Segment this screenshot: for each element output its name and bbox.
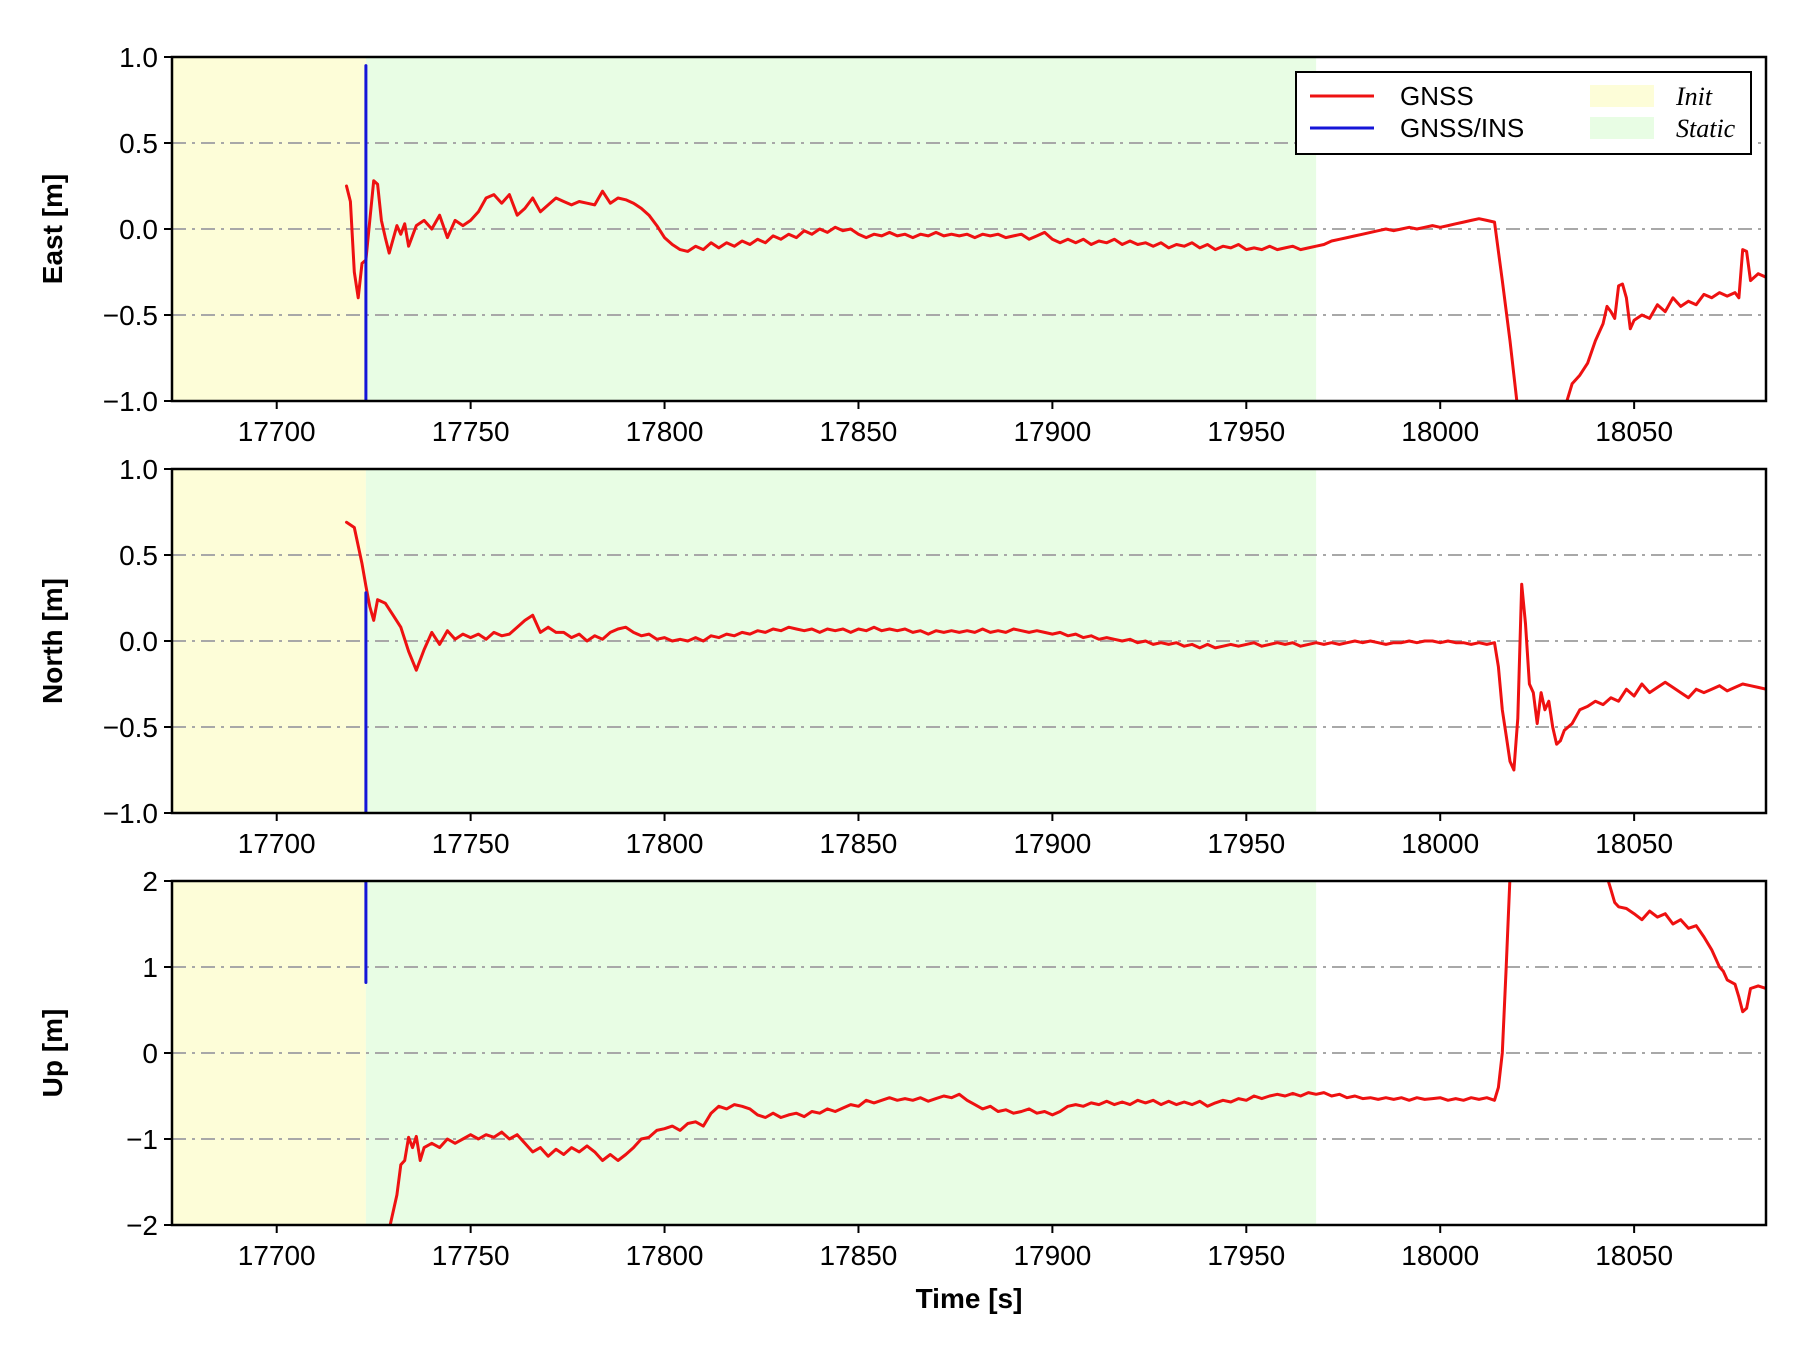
series-line-gnss [1606, 881, 1766, 1014]
chart-panels: −1.0 −0.5 0.0 0.5 1.0 17700 17750 17800 17850 179… [37, 42, 1768, 1271]
series-line-gnss [345, 179, 1519, 401]
y-tick-label: 0.5 [119, 128, 158, 159]
legend-swatch-static [1590, 117, 1654, 139]
series-line-gnss [345, 520, 1766, 772]
x-tick-label: 18050 [1595, 416, 1673, 447]
x-tick-label: 17900 [1013, 416, 1091, 447]
x-tick-label: 17950 [1207, 1240, 1285, 1271]
x-tick-label: 17700 [238, 828, 316, 859]
legend-box [1295, 71, 1752, 155]
legend-label-gnss: GNSS [1400, 81, 1474, 111]
x-tick-label: 18000 [1401, 416, 1479, 447]
series-line-gnss [388, 881, 1512, 1225]
y-tick-label: −0.5 [103, 300, 158, 331]
x-tick-label: 17800 [626, 416, 704, 447]
x-tick-label: 17850 [820, 416, 898, 447]
x-tick-label: 17700 [238, 416, 316, 447]
y-axis-label: East [m] [37, 174, 68, 284]
panel-north: −1.0 −0.5 0.0 0.5 1.0 17700 17750 17800 17850 179… [37, 454, 1768, 859]
y-tick-label: −2 [126, 1210, 158, 1241]
y-tick-label: 0.5 [119, 540, 158, 571]
series-line-gnss [1565, 248, 1766, 401]
x-tick-label: 18000 [1401, 1240, 1479, 1271]
x-tick-label: 17850 [820, 1240, 898, 1271]
x-tick-label: 17750 [432, 416, 510, 447]
x-tick-label: 17700 [238, 1240, 316, 1271]
y-axis-label: Up [m] [37, 1009, 68, 1098]
y-tick-label: −0.5 [103, 712, 158, 743]
x-tick-label: 18050 [1595, 1240, 1673, 1271]
panel-east: −1.0 −0.5 0.0 0.5 1.0 17700 17750 17800 17850 179… [37, 42, 1768, 447]
y-tick-label: 0.0 [119, 626, 158, 657]
legend-label-static: Static [1676, 114, 1736, 143]
x-tick-label: 17850 [820, 828, 898, 859]
x-tick-label: 17750 [432, 1240, 510, 1271]
x-axis-label: Time [s] [916, 1283, 1023, 1314]
x-tick-label: 17950 [1207, 416, 1285, 447]
x-tick-label: 17900 [1013, 828, 1091, 859]
y-tick-label: 1.0 [119, 454, 158, 485]
y-tick-label: 1 [142, 952, 158, 983]
y-axis-label: North [m] [37, 578, 68, 704]
y-tick-label: −1.0 [103, 386, 158, 417]
x-tick-label: 17900 [1013, 1240, 1091, 1271]
y-tick-label: 1.0 [119, 42, 158, 73]
y-tick-label: 0.0 [119, 214, 158, 245]
x-tick-label: 18050 [1595, 828, 1673, 859]
y-tick-label: −1.0 [103, 798, 158, 829]
legend-swatch-init [1590, 85, 1654, 107]
x-tick-label: 17800 [626, 828, 704, 859]
y-tick-label: 0 [142, 1038, 158, 1069]
x-tick-label: 17950 [1207, 828, 1285, 859]
legend-label-init: Init [1675, 82, 1713, 111]
y-tick-label: 2 [142, 866, 158, 897]
x-tick-label: 17750 [432, 828, 510, 859]
x-tick-label: 17800 [626, 1240, 704, 1271]
legend-label-gnss-ins: GNSS/INS [1400, 113, 1524, 143]
x-tick-label: 18000 [1401, 828, 1479, 859]
y-tick-label: −1 [126, 1124, 158, 1155]
panel-up: −2 −1 0 1 2 17700 17750 17800 17850 17900 17950 180… [37, 866, 1768, 1271]
